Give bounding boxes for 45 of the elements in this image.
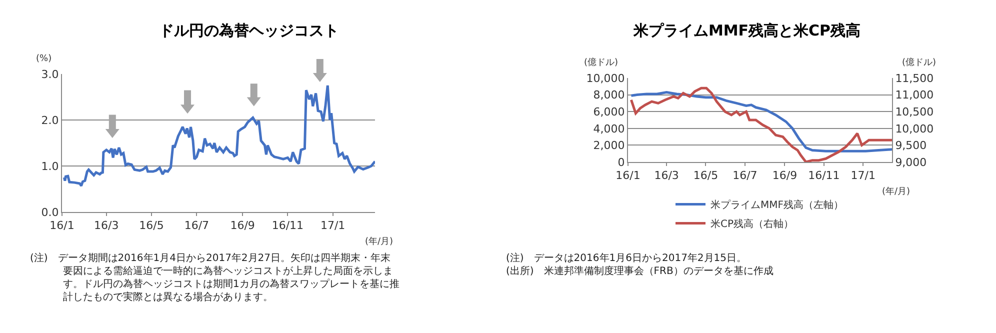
y2-tick-label: 11,500 bbox=[895, 72, 934, 85]
x-tick-label: 16/9 bbox=[772, 169, 798, 182]
x-tick-label: 16/9 bbox=[230, 219, 255, 232]
y-tick-label: 4,000 bbox=[593, 122, 625, 136]
y-tick-label: 3.0 bbox=[41, 68, 59, 81]
legend-label: 米CP残高（右軸） bbox=[710, 218, 794, 230]
x-tick-label: 16/3 bbox=[654, 169, 679, 182]
y2-tick-label: 10,000 bbox=[895, 122, 934, 136]
y2-axis-title: (億ドル) bbox=[902, 57, 936, 68]
x-tick-label: 16/5 bbox=[693, 169, 718, 182]
y-axis-title: (億ドル) bbox=[584, 57, 618, 68]
x-tick-label: 16/1 bbox=[50, 219, 74, 232]
legend-label: 米プライムMMF残高（左軸） bbox=[710, 199, 844, 212]
chart-title: ドル円の為替ヘッジコスト bbox=[159, 22, 339, 40]
x-tick-label: 16/1 bbox=[616, 169, 640, 182]
y-tick-label: 8,000 bbox=[593, 88, 625, 102]
text: (出所) 米連邦準備制度理事会（FRB）のデータを基に作成 bbox=[506, 265, 774, 278]
chart-title: 米プライムMMF残高と米CP残高 bbox=[632, 22, 861, 40]
x-tick-label: 16/3 bbox=[94, 219, 119, 232]
y-tick-label: 2.0 bbox=[41, 114, 59, 127]
line-series bbox=[630, 91, 892, 152]
line-series bbox=[62, 84, 375, 188]
y-tick-label: 10,000 bbox=[586, 72, 625, 85]
y2-tick-label: 9,500 bbox=[895, 139, 927, 152]
y-tick-label: 0 bbox=[618, 156, 625, 169]
x-axis-title: (年/月) bbox=[882, 186, 910, 197]
line-series bbox=[630, 86, 892, 162]
x-tick-label: 16/11 bbox=[808, 169, 840, 182]
text: (注) データ期間は2016年1月4日から2017年2月27日。矢印は四半期末・年末要因による需給逼迫で一時的に為替ヘッジコストが上昇した局面を示します。ドル円の為替ヘッジコストは期間1カ月の為替スワップレートを基に推計したもので実際とは異なる場合があります。 bbox=[30, 252, 400, 304]
y-axis-title: (%) bbox=[36, 54, 52, 64]
y-tick-label: 6,000 bbox=[593, 105, 625, 118]
y-tick-label: 2,000 bbox=[593, 139, 625, 152]
y2-tick-label: 10,500 bbox=[895, 105, 934, 118]
y2-tick-label: 11,000 bbox=[895, 88, 934, 102]
x-tick-label: 16/7 bbox=[732, 169, 758, 182]
x-tick-label: 17/1 bbox=[320, 219, 346, 232]
y2-tick-label: 9,000 bbox=[895, 156, 927, 169]
x-axis-title: (年/月) bbox=[365, 236, 394, 247]
y-tick-label: 1.0 bbox=[41, 160, 59, 173]
x-tick-label: 16/7 bbox=[184, 219, 210, 232]
x-tick-label: 16/5 bbox=[139, 219, 164, 232]
x-tick-label: 17/1 bbox=[850, 169, 876, 182]
y-tick-label: 0.0 bbox=[41, 206, 59, 219]
text: (注) データは2016年1月6日から2017年2月15日。 bbox=[506, 252, 748, 265]
x-tick-label: 16/11 bbox=[272, 219, 304, 232]
